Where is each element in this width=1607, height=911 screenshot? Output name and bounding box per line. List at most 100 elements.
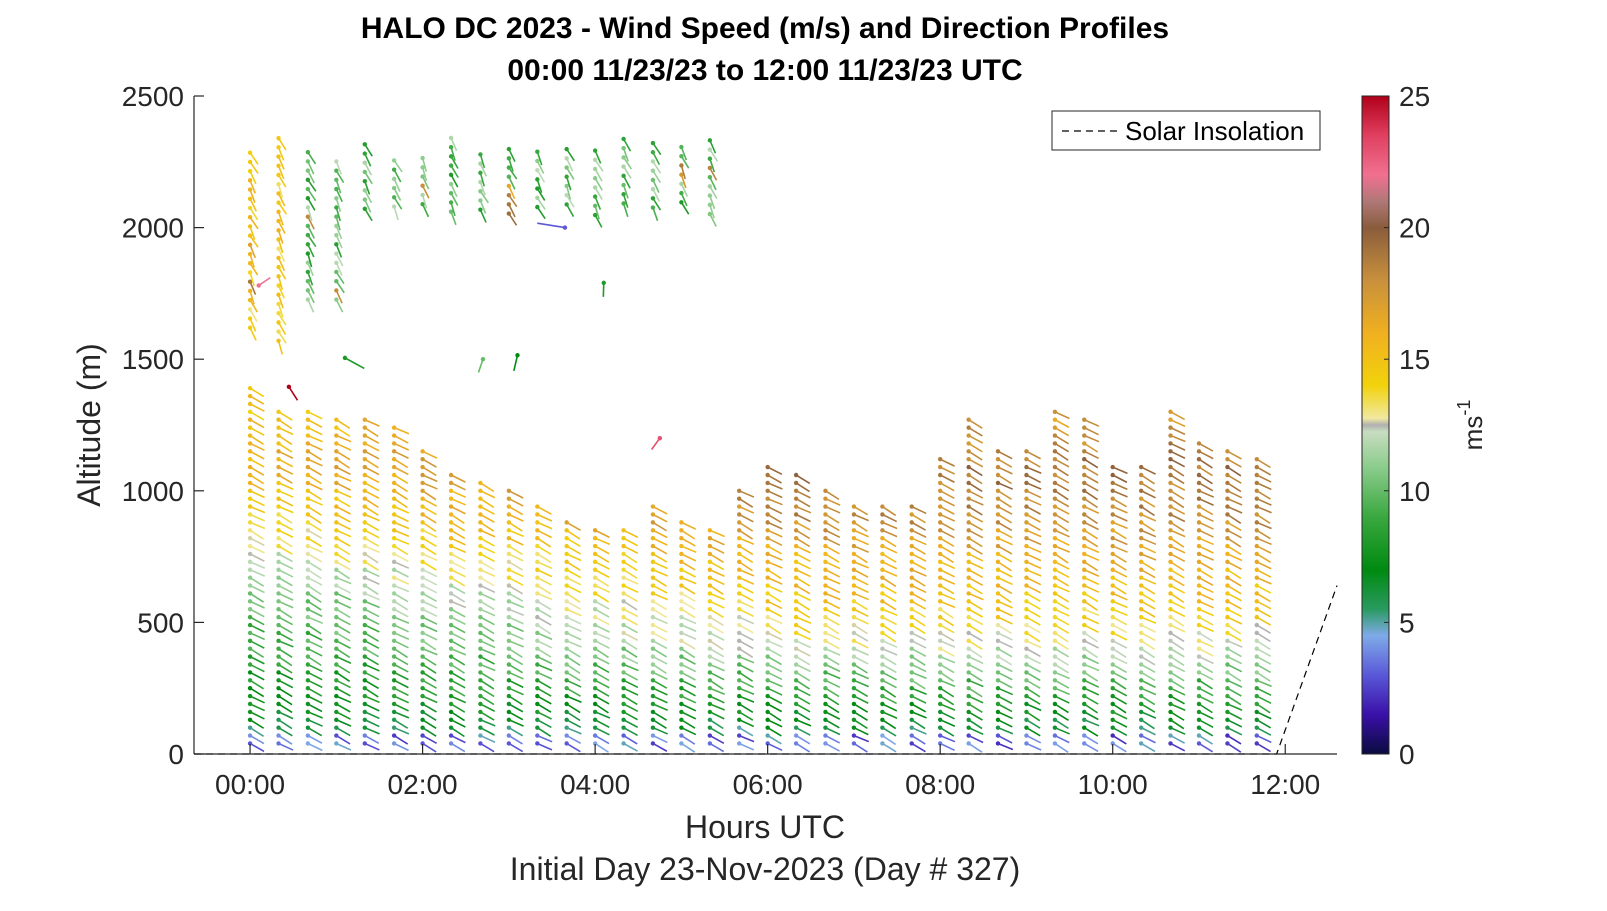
wind-barb-head (1052, 599, 1058, 604)
wind-barb (853, 742, 868, 753)
wind-barb-head (1110, 528, 1115, 533)
wind-barb (968, 592, 984, 601)
wind-barb-head (1225, 512, 1230, 517)
wind-barb-head (391, 449, 397, 454)
wind-barb (1227, 458, 1242, 468)
wind-barb (335, 726, 351, 737)
wind-barb-head (650, 662, 656, 667)
wind-barb (1083, 726, 1099, 737)
wind-barb-head (707, 709, 713, 715)
wind-barb (364, 695, 380, 704)
wind-barb-head (736, 520, 742, 525)
wind-barb-head (478, 504, 483, 509)
wind-barb (882, 671, 897, 681)
wind-barb (1198, 576, 1214, 587)
wind-barb (1083, 561, 1099, 572)
wind-barb (825, 726, 841, 736)
wind-barb (882, 647, 898, 656)
wind-barb (1227, 529, 1242, 539)
wind-barb (652, 545, 668, 555)
wind-barb (1140, 671, 1156, 682)
wind-barb (335, 244, 343, 258)
wind-barb-head (247, 325, 253, 330)
wind-barb-head (305, 646, 311, 651)
wind-barb-head (793, 543, 799, 549)
wind-barb (622, 156, 633, 170)
wind-barb (594, 576, 610, 587)
wind-barb-head (851, 662, 857, 667)
wind-barb-head (448, 709, 454, 715)
wind-barb (335, 198, 342, 212)
wind-barb (709, 195, 716, 210)
wind-barb (681, 624, 697, 632)
wind-barb-head (909, 614, 914, 620)
wind-barb-head (1082, 457, 1087, 462)
wind-barb (738, 600, 755, 609)
wind-barb (623, 687, 639, 696)
wind-barb-head (650, 535, 656, 541)
wind-barb-head (995, 496, 1001, 501)
wind-barb-head (851, 638, 857, 644)
wind-barb-head (793, 488, 799, 493)
wind-barb-head (362, 559, 368, 565)
wind-barb-head (276, 599, 281, 604)
wind-barb-head (362, 160, 368, 165)
wind-barb-head (851, 693, 857, 699)
wind-barb (480, 569, 496, 578)
wind-barb (767, 561, 783, 569)
wind-barb (307, 600, 322, 611)
wind-barb-head (966, 670, 971, 675)
wind-barb (968, 553, 984, 562)
wind-barb-head (1082, 504, 1087, 509)
wind-barb (307, 632, 323, 641)
wind-barb-head (247, 654, 253, 659)
wind-barb (911, 584, 927, 594)
wind-barb-head (448, 200, 454, 205)
wind-barb-head (506, 559, 512, 565)
wind-barb (566, 537, 581, 548)
wind-barb (1026, 569, 1042, 577)
wind-barb-head (966, 512, 971, 517)
wind-barb (1140, 553, 1157, 561)
wind-barb-head (1196, 693, 1202, 699)
wind-barb-head (650, 725, 656, 730)
wind-barb (939, 576, 956, 585)
wind-barb-head (362, 567, 368, 572)
wind-barb-head (621, 741, 626, 746)
wind-barb-head (334, 583, 339, 588)
wind-barb-head (793, 575, 799, 580)
wind-barb (1140, 742, 1156, 753)
wind-barb-head (851, 607, 857, 612)
wind-barb (479, 190, 489, 204)
wind-barb-head (1052, 575, 1058, 580)
wind-barb (1256, 482, 1272, 491)
wind-barb (1170, 513, 1186, 523)
wind-barb (997, 719, 1013, 728)
x-axis-caption: Initial Day 23-Nov-2023 (Day # 327) (510, 851, 1020, 887)
wind-barb (997, 655, 1013, 666)
wind-barb (911, 505, 927, 515)
wind-barb (335, 640, 351, 649)
wind-barb-head (851, 567, 857, 572)
wind-barb (508, 167, 518, 180)
wind-barb (508, 624, 524, 633)
wind-barb (853, 521, 868, 532)
wind-barb (968, 632, 983, 642)
wind-barb (738, 521, 754, 532)
wind-barb-head (592, 166, 598, 172)
wind-barb (709, 561, 725, 571)
wind-barb-head (1052, 693, 1058, 699)
wind-barb-head (937, 528, 943, 533)
wind-barb-head (276, 535, 281, 541)
wind-barb-head (851, 725, 857, 730)
wind-barb-head (334, 464, 339, 470)
wind-barb-head (1052, 543, 1058, 549)
wind-barb (767, 679, 783, 688)
wind-barb-head (276, 472, 281, 478)
wind-barb (364, 208, 373, 222)
wind-barb-head (1254, 496, 1259, 501)
wind-barb-head (334, 646, 339, 651)
wind-barb-head (478, 662, 483, 667)
wind-barb (537, 734, 553, 743)
wind-barb-head (995, 686, 1001, 691)
